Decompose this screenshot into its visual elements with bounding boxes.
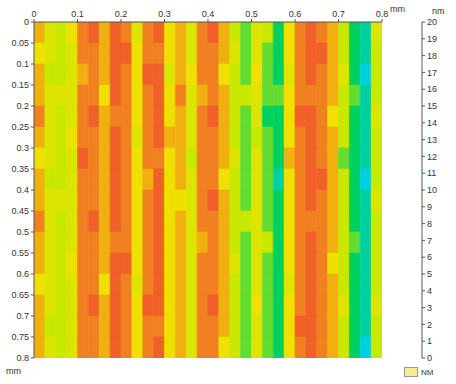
svg-text:5: 5	[427, 269, 432, 279]
svg-text:0.15: 0.15	[11, 80, 29, 90]
svg-text:0.3: 0.3	[158, 9, 171, 19]
svg-text:15: 15	[427, 101, 437, 111]
svg-text:14: 14	[427, 118, 437, 128]
svg-text:0.5: 0.5	[245, 9, 258, 19]
svg-text:13: 13	[427, 135, 437, 145]
svg-text:4: 4	[427, 286, 432, 296]
svg-text:17: 17	[427, 68, 437, 78]
svg-text:0: 0	[24, 17, 29, 27]
svg-text:0.8: 0.8	[376, 9, 389, 19]
svg-text:0.1: 0.1	[16, 59, 29, 69]
svg-text:9: 9	[427, 202, 432, 212]
svg-text:0.65: 0.65	[11, 290, 29, 300]
svg-text:12: 12	[427, 152, 437, 162]
svg-text:0: 0	[31, 9, 36, 19]
html-text:NM: NM	[421, 367, 434, 377]
svg-text:0.2: 0.2	[115, 9, 128, 19]
svg-text:3: 3	[427, 303, 432, 313]
svg-text:19: 19	[427, 34, 437, 44]
svg-text:18: 18	[427, 51, 437, 61]
svg-text:0.2: 0.2	[16, 101, 29, 111]
html-text:mm: mm	[6, 366, 21, 376]
html-text:mm: mm	[390, 4, 405, 14]
svg-text:0.8: 0.8	[16, 353, 29, 363]
svg-text:0.55: 0.55	[11, 248, 29, 258]
svg-text:1: 1	[427, 336, 432, 346]
svg-text:0.5: 0.5	[16, 227, 29, 237]
svg-text:0.35: 0.35	[11, 164, 29, 174]
svg-text:20: 20	[427, 17, 437, 27]
svg-text:10: 10	[427, 185, 437, 195]
svg-text:0.75: 0.75	[11, 332, 29, 342]
svg-text:8: 8	[427, 219, 432, 229]
svg-text:0.4: 0.4	[202, 9, 215, 19]
svg-text:0.1: 0.1	[71, 9, 84, 19]
svg-text:0: 0	[427, 353, 432, 363]
svg-text:2: 2	[427, 320, 432, 330]
svg-text:16: 16	[427, 84, 437, 94]
svg-text:0.05: 0.05	[11, 38, 29, 48]
svg-text:0.4: 0.4	[16, 185, 29, 195]
svg-text:0.7: 0.7	[332, 9, 345, 19]
svg-text:0.7: 0.7	[16, 311, 29, 321]
svg-text:0.25: 0.25	[11, 122, 29, 132]
svg-text:0.3: 0.3	[16, 143, 29, 153]
svg-text:11: 11	[427, 168, 436, 178]
svg-text:7: 7	[427, 236, 432, 246]
svg-text:0.45: 0.45	[11, 206, 29, 216]
svg-text:0.6: 0.6	[16, 269, 29, 279]
svg-text:6: 6	[427, 252, 432, 262]
html-text:nm: nm	[432, 6, 445, 16]
svg-text:0.6: 0.6	[289, 9, 302, 19]
